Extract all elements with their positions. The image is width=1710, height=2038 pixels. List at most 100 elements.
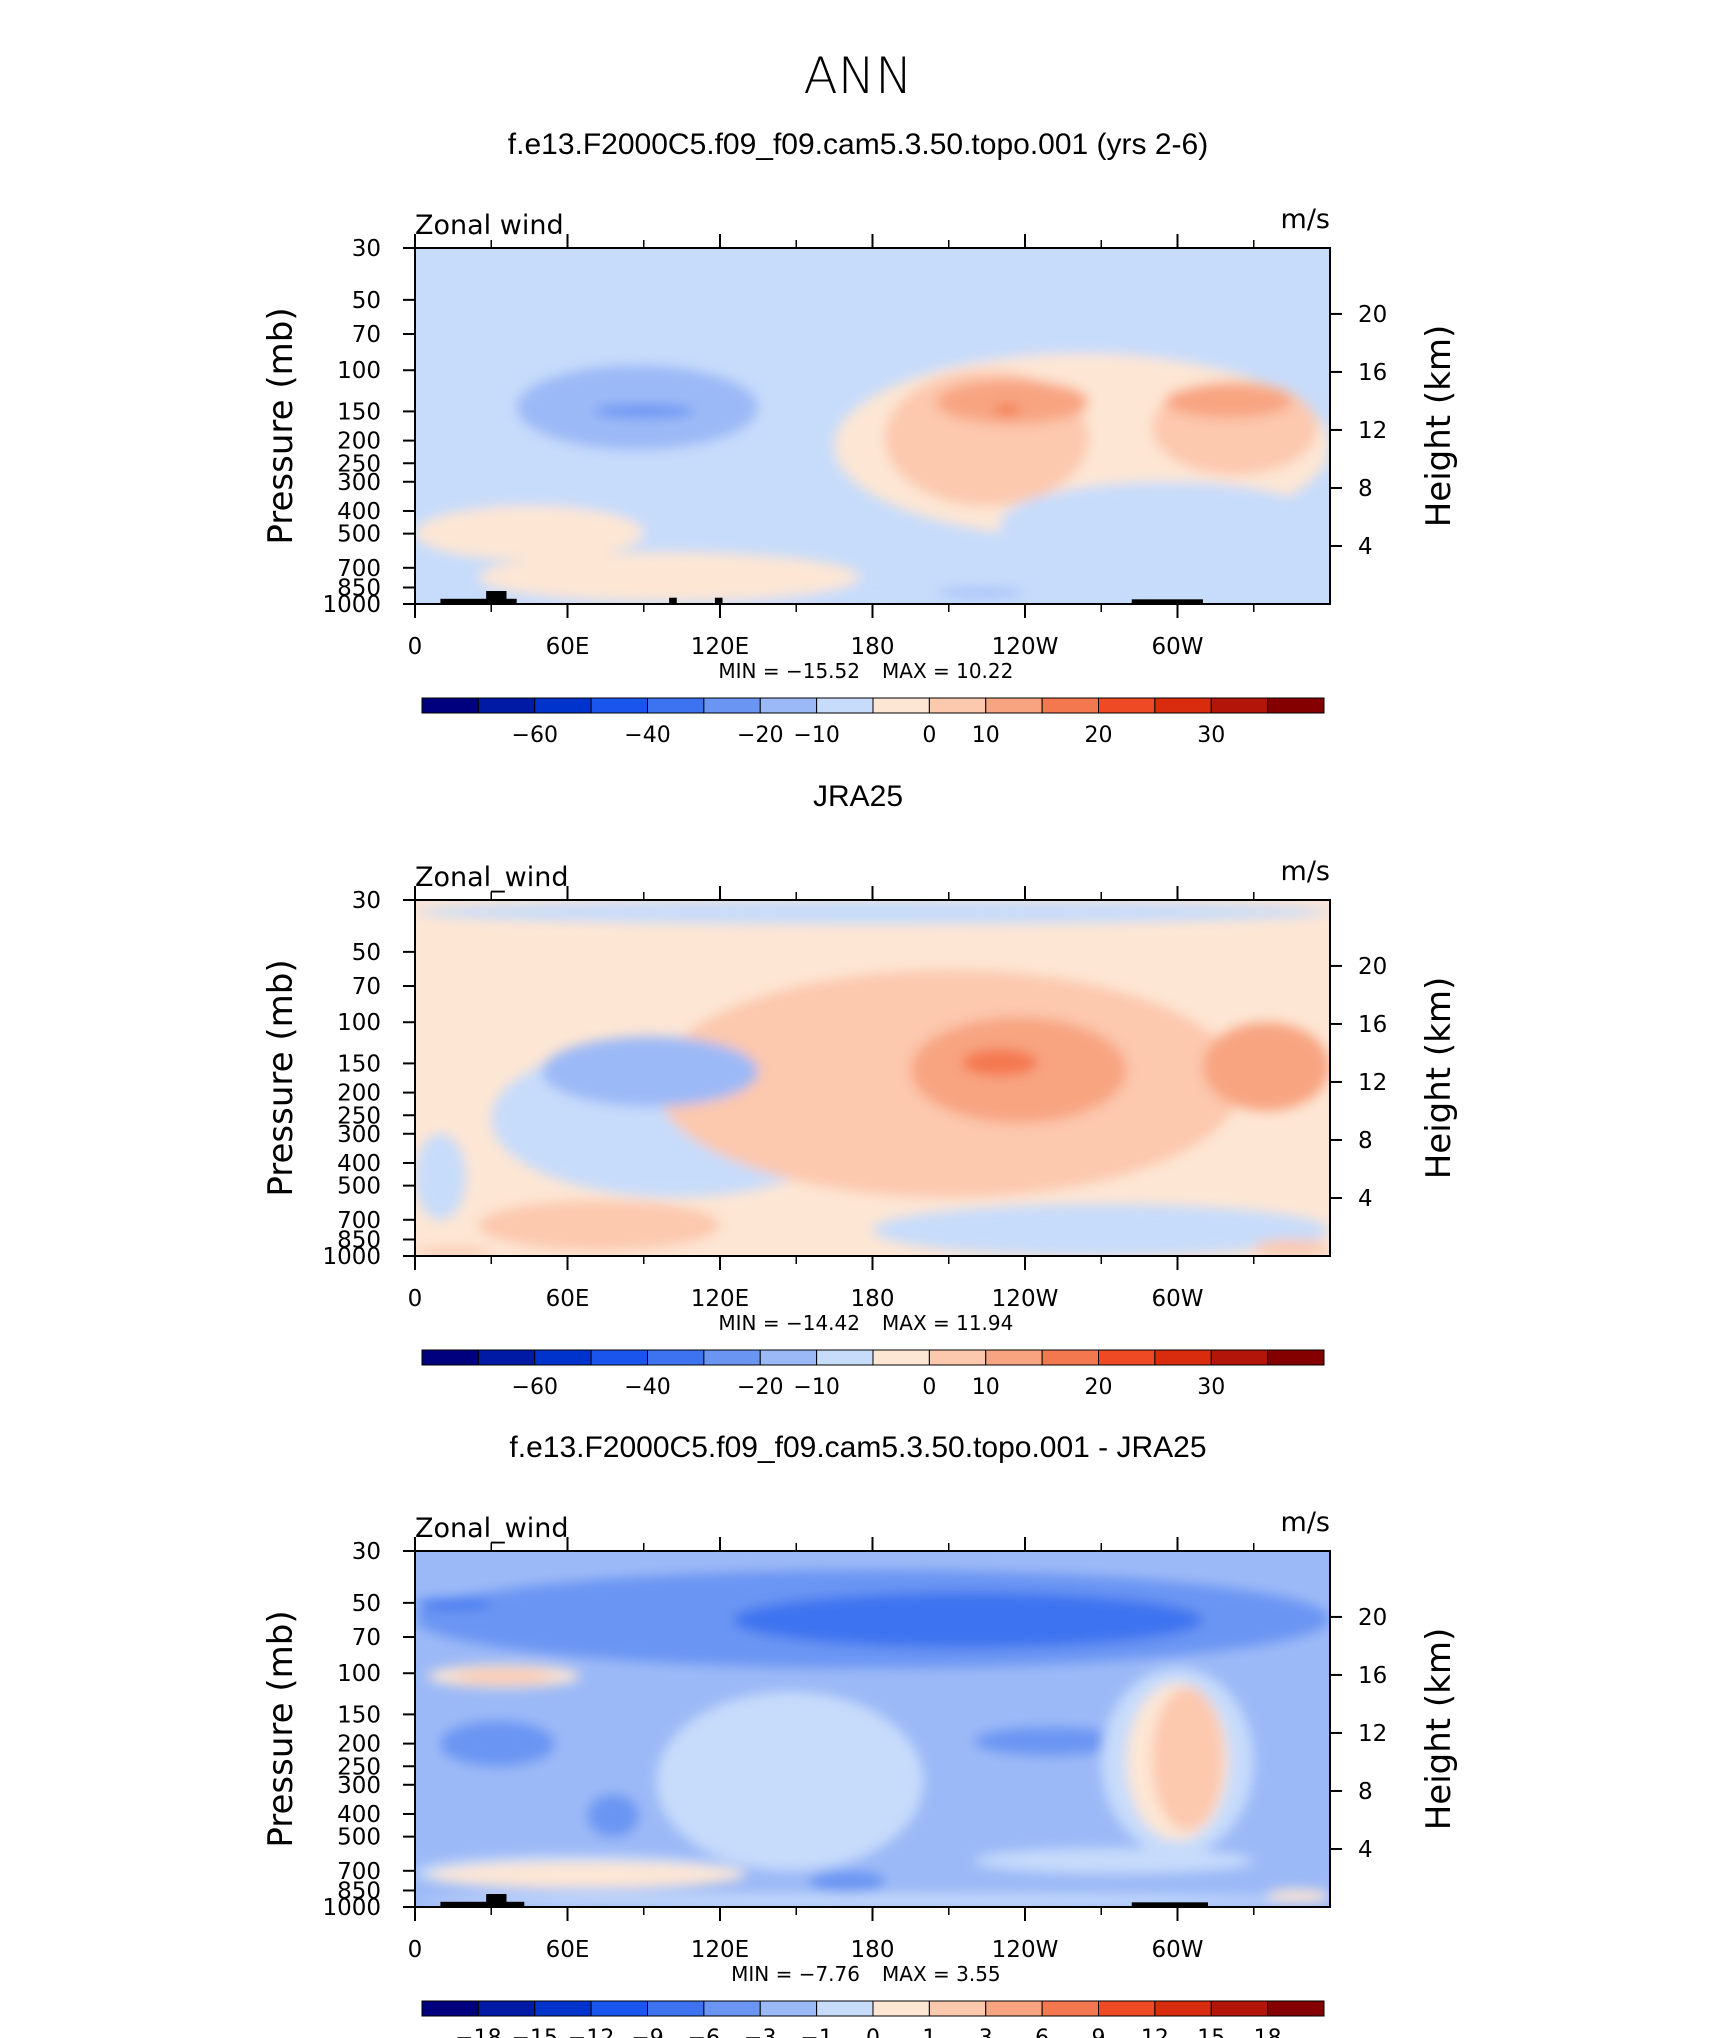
colorbar-label: −9 [631, 2026, 663, 2038]
colorbar-label: 0 [922, 723, 936, 748]
y-tick-label: 500 [337, 522, 381, 548]
x-tick-label: 120W [992, 634, 1059, 660]
colorbar-box [421, 2000, 479, 2017]
colorbar-label: 30 [1197, 1375, 1225, 1400]
contour-region [415, 1133, 466, 1220]
colorbar-box [816, 1349, 874, 1366]
contour-region [478, 552, 860, 602]
x-tick-label: 60E [546, 1286, 590, 1312]
y-tick-label: 300 [337, 1773, 381, 1799]
colorbar-label: 10 [972, 723, 1000, 748]
contour-region [999, 481, 1330, 568]
colorbar-box [1210, 1349, 1269, 1366]
y-tick-label: 100 [337, 358, 381, 384]
panel-model: f.e13.F2000C5.f09_f09.cam5.3.50.topo.001… [261, 128, 1459, 748]
height-tick-label: 8 [1358, 1128, 1373, 1154]
colorbar-box [477, 697, 536, 714]
colorbar-label: 9 [1092, 2026, 1106, 2038]
colorbar-box [534, 697, 592, 714]
colorbar-box [590, 2000, 648, 2017]
height-tick-label: 20 [1358, 1605, 1387, 1631]
contour-region [415, 1894, 1330, 1907]
y-tick-label: 850 [337, 1879, 381, 1905]
height-tick-label: 8 [1358, 476, 1373, 502]
colorbar-box [1098, 1349, 1156, 1366]
height-tick-label: 8 [1358, 1779, 1373, 1805]
panel-difference: f.e13.F2000C5.f09_f09.cam5.3.50.topo.001… [261, 1431, 1459, 2038]
y-tick-label: 150 [337, 1702, 381, 1728]
colorbar-box [421, 1349, 479, 1366]
contour-region [478, 1200, 720, 1250]
panel-jra25: JRA25 Zonal_wind m/s 0 60E 120E 180 120W 60W 30 50… [261, 780, 1459, 1400]
height-tick-label: 16 [1358, 360, 1387, 386]
y-tick-label: 300 [337, 1122, 381, 1148]
y-tick-label: 100 [337, 1010, 381, 1036]
y-tick-label: 30 [352, 1539, 381, 1565]
colorbar-label: 12 [1141, 2026, 1169, 2038]
colorbar-label: 6 [1035, 2026, 1049, 2038]
colorbar-label: 20 [1085, 723, 1113, 748]
contour-region [808, 1870, 886, 1893]
colorbar-box [703, 697, 761, 714]
y-tick-label: 850 [337, 576, 381, 602]
topography-mask [1131, 599, 1203, 604]
colorbar-box [872, 2000, 930, 2017]
height-tick-label: 20 [1358, 954, 1387, 980]
panel-title: f.e13.F2000C5.f09_f09.cam5.3.50.topo.001… [508, 128, 1208, 161]
contour-region [936, 588, 1025, 597]
panel-left-label: Zonal_wind [415, 862, 569, 893]
y-axis-label-right: Height (km) [1419, 977, 1459, 1180]
colorbar-label: −3 [744, 2026, 776, 2038]
y-tick-label: 30 [352, 236, 381, 262]
colorbar-box [985, 1349, 1043, 1366]
y-tick-label: 200 [337, 1732, 381, 1758]
colorbar-box [1041, 2000, 1099, 2017]
colorbar-label: −12 [568, 2026, 614, 2038]
colorbar-box [647, 697, 705, 714]
colorbar-box [1267, 1349, 1325, 1366]
y-tick-label: 400 [337, 1802, 381, 1828]
colorbar-box [1267, 697, 1325, 714]
colorbar-box [759, 697, 818, 714]
colorbar-label: 15 [1197, 2026, 1225, 2038]
height-tick-label: 16 [1358, 1663, 1387, 1689]
contour-field [415, 248, 1330, 604]
y-tick-label: 70 [352, 322, 381, 348]
contour-region [936, 379, 1089, 425]
colorbar-box [534, 2000, 592, 2017]
height-tick-label: 12 [1358, 1070, 1387, 1096]
height-tick-label: 12 [1358, 1721, 1387, 1747]
colorbar-label: −40 [624, 723, 670, 748]
colorbar-box [816, 2000, 874, 2017]
y-tick-label: 500 [337, 1825, 381, 1851]
x-tick-label: 120E [691, 634, 749, 660]
colorbar-box [477, 1349, 536, 1366]
colorbar-box [985, 2000, 1043, 2017]
panel-left-label: Zonal wind [415, 210, 564, 241]
colorbar-box [872, 1349, 930, 1366]
max-label: MAX = 11.94 [882, 1311, 1013, 1335]
contour-region [542, 1036, 759, 1107]
y-tick-label: 250 [337, 1103, 381, 1129]
height-tick-label: 4 [1358, 1186, 1373, 1212]
contour-region [427, 1861, 746, 1889]
y-tick-label: 100 [337, 1661, 381, 1687]
contour-region [1202, 1022, 1330, 1112]
colorbar-box [1210, 697, 1269, 714]
y-tick-label: 1000 [322, 1244, 381, 1270]
contour-region [415, 900, 1330, 924]
y-tick-label: 1000 [322, 1895, 381, 1921]
height-tick-label: 12 [1358, 418, 1387, 444]
colorbar-box [759, 2000, 818, 2017]
colorbar-box [590, 697, 648, 714]
colorbar-label: 0 [922, 1375, 936, 1400]
colorbar-label: −18 [455, 2026, 501, 2038]
colorbar-box [928, 697, 987, 714]
contour-region [656, 1691, 924, 1871]
x-tick-label: 180 [851, 634, 895, 660]
colorbar-label: −15 [512, 2026, 558, 2038]
y-tick-label: 700 [337, 1208, 381, 1234]
max-label: MAX = 3.55 [882, 1962, 1001, 1986]
contour-region [872, 1204, 1330, 1256]
